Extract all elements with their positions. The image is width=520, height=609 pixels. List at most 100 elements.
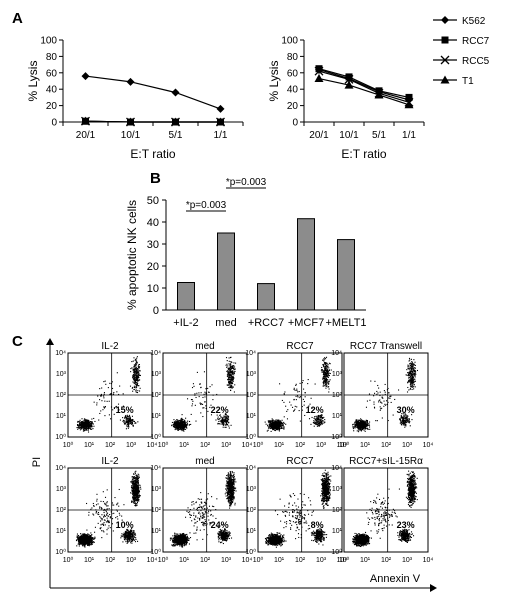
chart-c-r2-c1-dot <box>88 538 90 540</box>
chart-c-r1-c2-dot <box>181 423 183 425</box>
chart-c-r1-c4-dot <box>409 366 411 368</box>
chart-c-r1-c2-dot <box>230 368 232 371</box>
chart-c-r1-c1-dot <box>127 415 129 417</box>
chart-c-r2-c1-dot <box>131 501 133 503</box>
chart-c-r2-c1-dot <box>94 537 96 539</box>
chart-c-r2-c1-dot <box>136 503 138 505</box>
chart-c-r2-c1-dot <box>85 536 88 538</box>
chart-c-r1-c2-dot <box>227 367 229 369</box>
chart-c-r1-c4-dot <box>357 420 359 422</box>
chart-c-r2-c1-dot <box>137 478 139 480</box>
chart-c-r1-c2-percent-label: 22% <box>211 405 229 415</box>
chart-a-left-point-t1 <box>126 117 135 126</box>
chart-c-r1-c2-dot <box>185 422 187 424</box>
chart-c-r1-c1-dot <box>96 402 98 404</box>
chart-c-r2-c1-dot <box>81 540 83 542</box>
chart-c-r1-c1-dot <box>133 357 135 359</box>
chart-c-r2-c1-dot <box>132 477 134 479</box>
chart-c-r1-c1-dot <box>84 422 86 424</box>
chart-c-r2-c1-dot <box>90 535 92 537</box>
chart-c-r2-c1-dot <box>82 541 84 544</box>
chart-c-r1-c2-dot <box>179 425 181 427</box>
chart-c-r1-c3-dot <box>313 417 315 419</box>
chart-c-r1-c2-dot <box>203 407 205 409</box>
chart-c-r1-c1-dot <box>82 430 84 432</box>
chart-c-r1-c2-dot <box>199 402 201 404</box>
chart-c-r1-c3-dot <box>299 397 301 399</box>
chart-c-r1-c1-dot <box>138 374 141 376</box>
chart-c-r1-c2-dot <box>230 368 233 370</box>
chart-c-r1-c3-dot <box>276 424 278 426</box>
chart-c-r1-c1-dot <box>101 387 103 389</box>
chart-c-r1-c4-dot <box>367 422 369 424</box>
chart-c-r1-c1-dot <box>125 420 127 422</box>
chart-c-r1-c4-dot <box>404 414 406 416</box>
chart-c-r1-c1-dot <box>101 395 103 397</box>
chart-c-r1-c2-dot <box>226 360 228 362</box>
chart-c-r1-c4-dot <box>402 413 404 415</box>
chart-c-r1-c2-dot <box>221 421 223 424</box>
chart-c-r2-c1-dot <box>135 475 138 477</box>
chart-c-r1-c3-dot <box>327 365 329 367</box>
chart-c-r1-c1-dot <box>137 421 139 423</box>
chart-c-r1-c4-dot <box>410 368 412 370</box>
chart-c-r1-c3-dot <box>326 372 328 374</box>
chart-c-r1-c1-dot <box>127 418 129 420</box>
chart-c-r1-c2-dot <box>191 387 194 389</box>
chart-c-r1-c4-dot <box>414 361 416 363</box>
chart-c-r1-c3-dot <box>303 404 305 406</box>
chart-c-r1-c3-dot <box>320 423 322 425</box>
chart-c-r1-c4-dot <box>409 425 411 427</box>
chart-c-r1-c4-dot <box>356 424 358 426</box>
chart-c-r1-c2-dot <box>175 428 177 430</box>
chart-c-r1-c2-dot <box>200 392 202 394</box>
chart-c-r1-c4-dot <box>414 376 416 378</box>
chart-c-r1-c1-dot <box>86 427 88 429</box>
chart-c-r1-c2-dot <box>217 409 219 411</box>
chart-c-r1-c1-dot <box>91 421 93 423</box>
chart-c-r1-c4-dot <box>405 416 407 418</box>
chart-c-r1-c3-dot <box>274 429 276 432</box>
chart-c-r1-c2-y-tick-label: 10¹ <box>151 413 162 420</box>
chart-c-r1-c2-dot <box>231 374 233 376</box>
chart-a-left-y-tick-label: 20 <box>46 101 58 112</box>
chart-c-r1-c1-dot <box>82 422 84 424</box>
chart-a-left-point-k562 <box>81 72 90 81</box>
chart-c-r1-c1-dot <box>134 376 136 378</box>
chart-c-r2-c1-dot <box>79 538 81 540</box>
chart-c-r1-c4-dot <box>392 414 394 416</box>
chart-c-r1-c1-dot <box>136 377 138 379</box>
chart-c-r1-c4-dot <box>405 424 407 426</box>
chart-c-r1-c3-dot <box>325 366 327 368</box>
chart-c-r1-c1-dot <box>134 382 136 384</box>
chart-c-r1-c2-dot <box>204 396 206 398</box>
chart-c-r1-c1-dot <box>130 419 132 421</box>
chart-c-r1-c3-dot <box>322 381 325 383</box>
chart-c-r1-c2-dot <box>224 419 226 421</box>
chart-c-r1-c1-dot <box>128 419 131 421</box>
chart-c-r1-c3-dot <box>326 378 328 381</box>
chart-c-r1-c2-dot <box>186 424 188 427</box>
chart-c-r1-c1-dot <box>125 414 127 417</box>
chart-c-r1-c4-dot <box>399 418 402 420</box>
chart-c-r1-c1-dot <box>139 374 141 376</box>
chart-c-r1-c3-dot <box>314 418 316 420</box>
chart-c-r1-c3-dot <box>318 414 320 417</box>
chart-c-r2-c1-dot <box>91 538 93 540</box>
chart-c-r2-c1-dot <box>87 544 89 546</box>
chart-c-r1-c4-dots <box>352 357 419 433</box>
chart-c-r2-c1-dot <box>131 501 133 503</box>
chart-c-r1-c3-dot <box>315 423 317 426</box>
chart-c-r1-c4-dot <box>366 424 368 427</box>
chart-c-r2-c1-dot <box>133 502 135 504</box>
chart-c-r1-c2-dot <box>222 422 224 424</box>
chart-a-right-x-tick-label: 10/1 <box>339 130 359 141</box>
chart-c-r2-c1-dot <box>81 540 83 542</box>
chart-c-r1-c4-dot <box>402 418 404 421</box>
chart-c-r1-c4-dot <box>354 422 356 424</box>
chart-c-r1-c2-dot <box>173 422 176 424</box>
chart-c-r1-c4-dot <box>409 421 411 423</box>
chart-c-r2-c1-dot <box>83 533 85 535</box>
chart-c-r2-c1-dot <box>79 541 81 544</box>
chart-a-right-y-tick-label: 80 <box>287 52 299 63</box>
